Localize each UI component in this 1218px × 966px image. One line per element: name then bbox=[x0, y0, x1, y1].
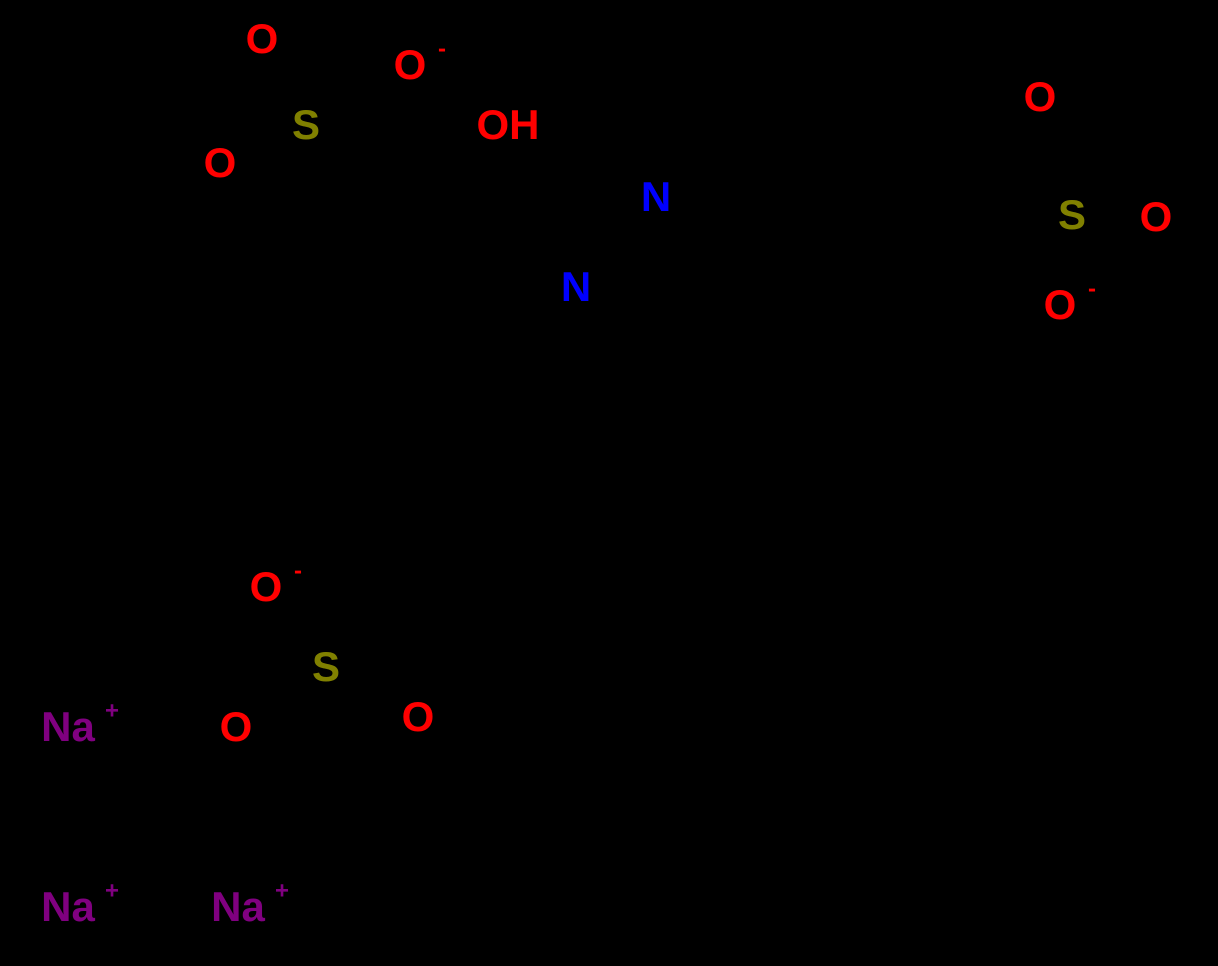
molecule-diagram: OO-OSOHNNOSOO-O-SOONa+Na+Na+ bbox=[0, 0, 1218, 966]
svg-text:Na: Na bbox=[211, 883, 265, 930]
svg-text:+: + bbox=[275, 877, 289, 904]
svg-text:S: S bbox=[1058, 191, 1086, 238]
svg-text:O: O bbox=[402, 693, 435, 740]
svg-text:O: O bbox=[1024, 73, 1057, 120]
svg-text:S: S bbox=[312, 643, 340, 690]
svg-text:O: O bbox=[220, 703, 253, 750]
svg-text:S: S bbox=[292, 101, 320, 148]
svg-text:-: - bbox=[294, 557, 302, 584]
svg-text:Na: Na bbox=[41, 703, 95, 750]
svg-text:-: - bbox=[1088, 275, 1096, 302]
svg-text:O: O bbox=[250, 563, 283, 610]
svg-text:O: O bbox=[1140, 193, 1173, 240]
background bbox=[0, 0, 1218, 966]
svg-text:N: N bbox=[561, 263, 591, 310]
svg-text:+: + bbox=[105, 877, 119, 904]
svg-text:O: O bbox=[394, 41, 427, 88]
svg-text:O: O bbox=[246, 15, 279, 62]
svg-text:-: - bbox=[438, 35, 446, 62]
svg-text:O: O bbox=[204, 139, 237, 186]
svg-text:+: + bbox=[105, 697, 119, 724]
svg-text:N: N bbox=[641, 173, 671, 220]
svg-text:Na: Na bbox=[41, 883, 95, 930]
svg-text:OH: OH bbox=[477, 101, 540, 148]
svg-text:O: O bbox=[1044, 281, 1077, 328]
